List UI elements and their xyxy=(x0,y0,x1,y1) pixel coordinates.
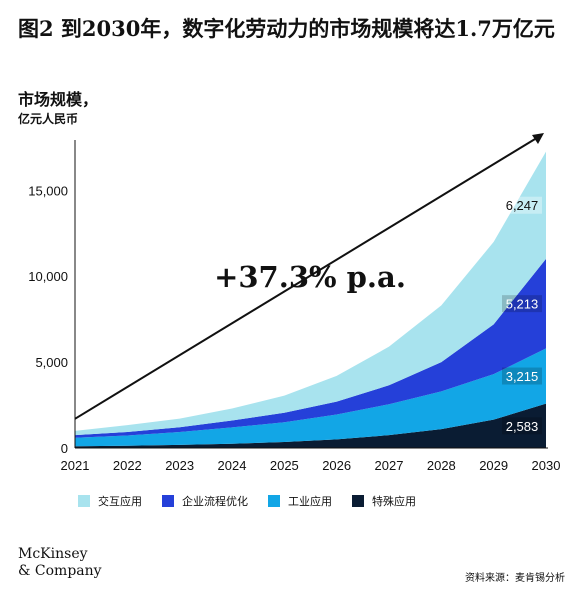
data-label-bg xyxy=(502,417,542,435)
y-tick-label: 10,000 xyxy=(28,269,68,284)
y-axis-unit: 亿元人民币 xyxy=(18,112,79,126)
x-tick-label: 2024 xyxy=(218,458,247,473)
data-label-2030: 2,583 xyxy=(506,419,539,434)
data-label-2030: 3,215 xyxy=(506,369,539,384)
growth-arrow xyxy=(74,135,541,420)
logo-line-2: & Company xyxy=(18,563,102,579)
chart-title: 图2 到2030年，数字化劳动力的市场规模将达1.7万亿元 xyxy=(18,16,555,41)
data-label-bg xyxy=(502,295,542,313)
legend-item: 工业应用 xyxy=(268,493,332,509)
logo-line-1: McKinsey xyxy=(18,546,88,562)
x-tick-label: 2030 xyxy=(532,458,561,473)
area-4 xyxy=(75,151,546,436)
legend-label: 交互应用 xyxy=(98,495,142,508)
y-tick-label: 0 xyxy=(61,441,68,456)
y-tick-label: 15,000 xyxy=(28,183,68,198)
legend: 交互应用 企业流程优化 工业应用 特殊应用 xyxy=(78,493,436,509)
legend-label: 工业应用 xyxy=(288,495,332,508)
area-1 xyxy=(75,403,546,448)
y-axis-label: 市场规模， xyxy=(18,90,99,109)
legend-label: 企业流程优化 xyxy=(182,495,248,508)
legend-swatch xyxy=(352,495,364,507)
area-2 xyxy=(75,348,546,447)
data-label-2030: 5,213 xyxy=(506,297,539,312)
data-label-2030: 6,247 xyxy=(506,198,539,213)
data-label-bg xyxy=(502,196,542,214)
legend-swatch xyxy=(162,495,174,507)
x-tick-label: 2025 xyxy=(270,458,299,473)
growth-arrow-head xyxy=(532,133,544,144)
x-tick-label: 2026 xyxy=(322,458,351,473)
x-tick-label: 2022 xyxy=(113,458,142,473)
legend-label: 特殊应用 xyxy=(372,495,416,508)
growth-rate-label: +37.3% p.a. xyxy=(214,260,406,294)
legend-swatch xyxy=(268,495,280,507)
x-tick-label: 2028 xyxy=(427,458,456,473)
legend-item: 特殊应用 xyxy=(352,493,416,509)
mckinsey-logo: McKinsey & Company xyxy=(18,546,102,580)
source-note: 资料来源：麦肯锡分析 xyxy=(465,573,565,584)
legend-swatch xyxy=(78,495,90,507)
x-tick-label: 2027 xyxy=(375,458,404,473)
y-tick-label: 5,000 xyxy=(35,355,68,370)
x-tick-label: 2029 xyxy=(479,458,508,473)
x-tick-label: 2023 xyxy=(165,458,194,473)
legend-item: 交互应用 xyxy=(78,493,142,509)
data-label-bg xyxy=(502,367,542,385)
area-3 xyxy=(75,258,546,438)
x-tick-label: 2021 xyxy=(61,458,90,473)
legend-item: 企业流程优化 xyxy=(162,493,248,509)
